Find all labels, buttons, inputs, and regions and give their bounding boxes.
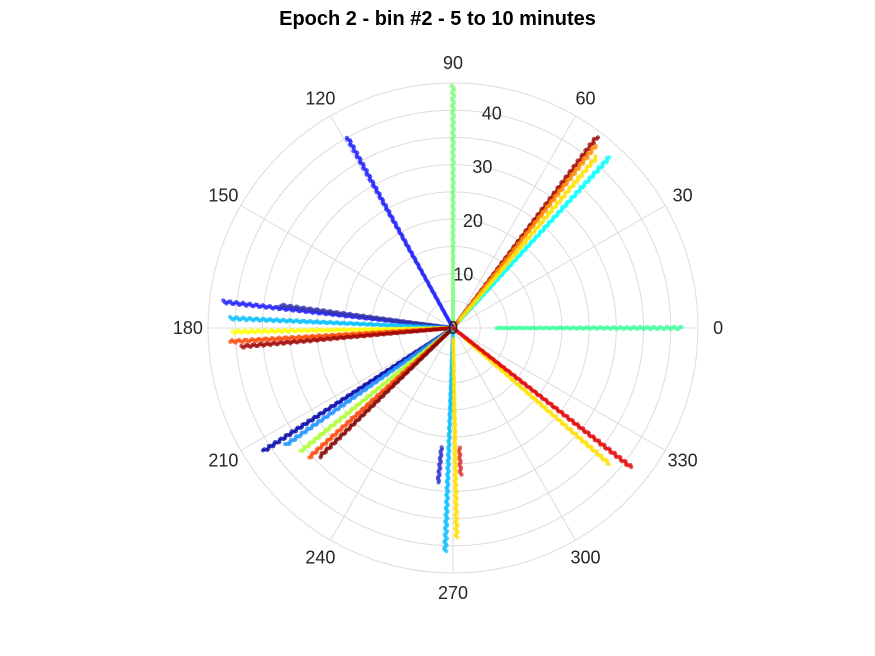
data-point — [679, 325, 684, 330]
data-point — [239, 343, 244, 349]
grid-spoke — [452, 205, 666, 329]
data-point — [344, 135, 349, 140]
grid-spoke — [240, 205, 454, 329]
angle-tick-label: 330 — [668, 451, 698, 471]
series-23 — [450, 325, 634, 470]
angle-tick-label: 210 — [208, 451, 238, 471]
data-point — [227, 314, 233, 320]
series-0 — [449, 83, 457, 331]
data-point — [629, 464, 634, 470]
label-layer: 0 30 60 90 120 150 180 210 240 270 300 330 0 10 20 30 40 — [173, 53, 723, 603]
data-layer — [221, 83, 684, 554]
data-point — [436, 480, 441, 485]
series-8 — [278, 302, 456, 331]
data-point — [230, 328, 235, 334]
data-point — [298, 448, 303, 453]
data-point — [459, 472, 464, 477]
data-point — [455, 535, 460, 540]
data-point — [318, 455, 323, 460]
angle-tick-label: 270 — [438, 583, 468, 603]
radial-tick-label: 0 — [448, 318, 458, 338]
angle-tick-label: 90 — [443, 53, 463, 73]
angle-tick-label: 60 — [576, 88, 596, 108]
series-4 — [457, 154, 598, 322]
angle-tick-label: 300 — [571, 548, 601, 568]
series-19 — [435, 445, 445, 485]
data-point — [607, 155, 612, 160]
grid-spoke — [240, 327, 454, 451]
grid-spoke — [452, 327, 576, 541]
angle-tick-label: 240 — [305, 548, 335, 568]
chart-title: Epoch 2 - bin #2 - 5 to 10 minutes — [279, 8, 596, 30]
series-9 — [227, 314, 456, 331]
grid-spoke — [452, 115, 576, 329]
data-point — [282, 442, 288, 447]
angle-tick-label: 0 — [713, 318, 723, 338]
series-20 — [456, 445, 464, 477]
angle-tick-label: 30 — [673, 185, 693, 205]
series-17 — [318, 325, 456, 460]
angle-tick-label: 120 — [305, 88, 335, 108]
data-point — [595, 135, 601, 140]
series-5 — [494, 324, 684, 332]
angle-tick-label: 150 — [208, 185, 238, 205]
data-point — [228, 339, 233, 344]
series-22 — [463, 336, 611, 467]
data-point — [307, 455, 312, 460]
data-point — [593, 154, 598, 159]
data-point — [449, 83, 454, 88]
data-point — [221, 298, 226, 303]
radial-tick-label: 30 — [472, 157, 492, 177]
data-point — [260, 448, 266, 453]
data-point — [278, 304, 283, 309]
grid-spoke — [452, 327, 666, 451]
series-12 — [239, 325, 456, 350]
data-point — [593, 143, 598, 149]
angle-tick-label: 180 — [173, 318, 203, 338]
series-14 — [282, 325, 456, 447]
data-point — [444, 549, 449, 554]
series-21 — [451, 336, 460, 540]
radial-tick-label: 20 — [463, 211, 483, 231]
radial-tick-label: 40 — [482, 104, 502, 124]
grid-spoke — [330, 327, 454, 541]
data-point — [606, 462, 611, 467]
radial-tick-label: 10 — [453, 264, 473, 284]
